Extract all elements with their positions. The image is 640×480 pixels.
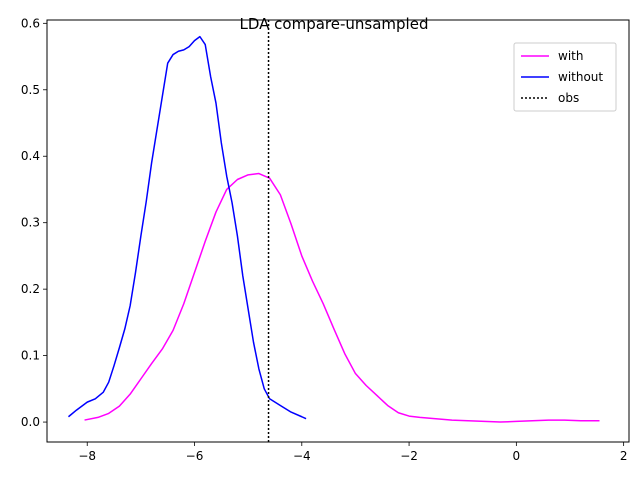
x-tick-label: −8 — [78, 449, 96, 463]
x-tick-label: 2 — [620, 449, 628, 463]
series-without-line — [67, 35, 307, 420]
y-tick-label: 0.6 — [21, 16, 40, 30]
x-tick-label: −2 — [400, 449, 418, 463]
series-layer — [67, 20, 600, 442]
x-tick-label: −4 — [293, 449, 311, 463]
y-tick-label: 0.4 — [21, 149, 40, 163]
x-axis: −8 −6 −4 −2 0 2 — [78, 442, 627, 463]
x-tick-label: 0 — [513, 449, 521, 463]
legend-label-without: without — [558, 70, 603, 84]
y-tick-label: 0.0 — [21, 415, 40, 429]
legend: with without obs — [513, 42, 617, 112]
series-with-line — [84, 172, 600, 423]
x-tick-label: −6 — [186, 449, 204, 463]
legend-label-obs: obs — [558, 91, 579, 105]
y-tick-label: 0.2 — [21, 282, 40, 296]
y-tick-label: 0.5 — [21, 83, 40, 97]
y-tick-label: 0.3 — [21, 216, 40, 230]
legend-label-with: with — [558, 49, 583, 63]
y-axis: 0.0 0.1 0.2 0.3 0.4 0.5 0.6 — [21, 16, 47, 429]
y-tick-label: 0.1 — [21, 349, 40, 363]
plot-area-frame — [46, 19, 630, 443]
legend-box — [513, 42, 617, 112]
